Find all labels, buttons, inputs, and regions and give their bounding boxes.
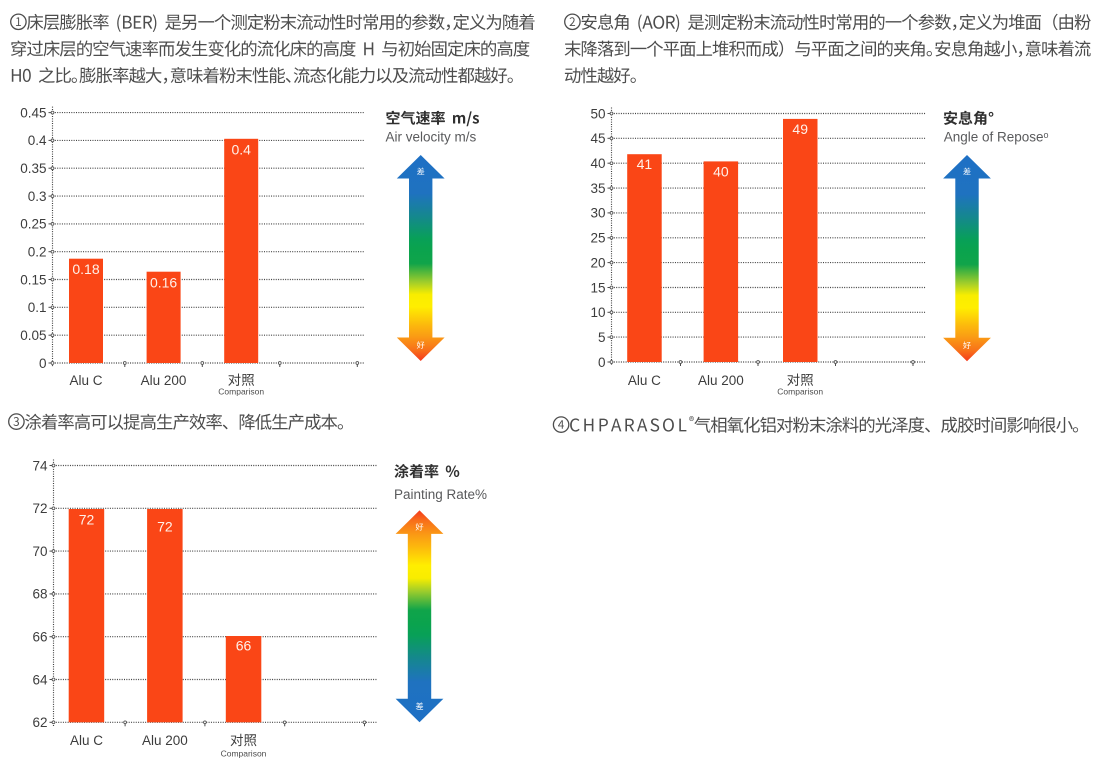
svg-text:0: 0 bbox=[598, 355, 606, 370]
svg-text:49: 49 bbox=[792, 121, 808, 137]
svg-text:41: 41 bbox=[637, 156, 653, 172]
svg-text:0.16: 0.16 bbox=[150, 275, 177, 291]
svg-text:66: 66 bbox=[236, 638, 252, 654]
svg-text:10: 10 bbox=[590, 305, 605, 320]
svg-text:72: 72 bbox=[32, 501, 47, 516]
svg-text:0.25: 0.25 bbox=[20, 217, 46, 232]
svg-text:72: 72 bbox=[79, 512, 95, 528]
svg-text:5: 5 bbox=[598, 330, 606, 345]
svg-text:Comparison: Comparison bbox=[221, 749, 267, 759]
svg-text:Air velocity m/s: Air velocity m/s bbox=[386, 130, 477, 145]
svg-text:Alu 200: Alu 200 bbox=[698, 373, 744, 388]
svg-text:74: 74 bbox=[32, 458, 48, 473]
svg-text:72: 72 bbox=[157, 519, 173, 535]
svg-text:66: 66 bbox=[32, 630, 47, 645]
svg-text:50: 50 bbox=[590, 106, 605, 121]
svg-text:0.1: 0.1 bbox=[28, 300, 47, 315]
svg-text:20: 20 bbox=[590, 255, 605, 270]
svg-text:Alu C: Alu C bbox=[628, 373, 661, 388]
svg-text:35: 35 bbox=[590, 181, 605, 196]
svg-text:Comparison: Comparison bbox=[218, 387, 264, 397]
svg-text:40: 40 bbox=[713, 164, 729, 180]
svg-text:Alu 200: Alu 200 bbox=[141, 373, 187, 388]
svg-text:0.18: 0.18 bbox=[72, 261, 99, 277]
svg-text:Painting Rate%: Painting Rate% bbox=[394, 487, 487, 502]
svg-text:Angle of Reposeo: Angle of Reposeo bbox=[944, 130, 1049, 145]
svg-text:0.05: 0.05 bbox=[20, 328, 46, 343]
svg-text:Comparison: Comparison bbox=[777, 387, 823, 397]
svg-text:64: 64 bbox=[32, 672, 48, 687]
svg-text:25: 25 bbox=[590, 231, 605, 246]
svg-text:0.35: 0.35 bbox=[20, 161, 46, 176]
svg-text:68: 68 bbox=[32, 587, 47, 602]
svg-text:70: 70 bbox=[32, 544, 47, 559]
svg-text:0.2: 0.2 bbox=[28, 245, 47, 260]
svg-text:40: 40 bbox=[590, 156, 605, 171]
svg-text:0.3: 0.3 bbox=[28, 189, 47, 204]
svg-text:Alu C: Alu C bbox=[70, 733, 103, 748]
svg-text:Alu C: Alu C bbox=[69, 373, 102, 388]
svg-text:62: 62 bbox=[32, 715, 47, 730]
svg-text:Alu 200: Alu 200 bbox=[142, 733, 188, 748]
svg-text:0.4: 0.4 bbox=[231, 142, 251, 158]
svg-text:15: 15 bbox=[590, 280, 605, 295]
svg-text:0.4: 0.4 bbox=[28, 133, 47, 148]
svg-text:0.45: 0.45 bbox=[20, 105, 46, 120]
svg-text:0.15: 0.15 bbox=[20, 272, 46, 287]
svg-text:45: 45 bbox=[590, 131, 605, 146]
svg-text:0: 0 bbox=[39, 356, 47, 371]
svg-text:30: 30 bbox=[590, 206, 605, 221]
